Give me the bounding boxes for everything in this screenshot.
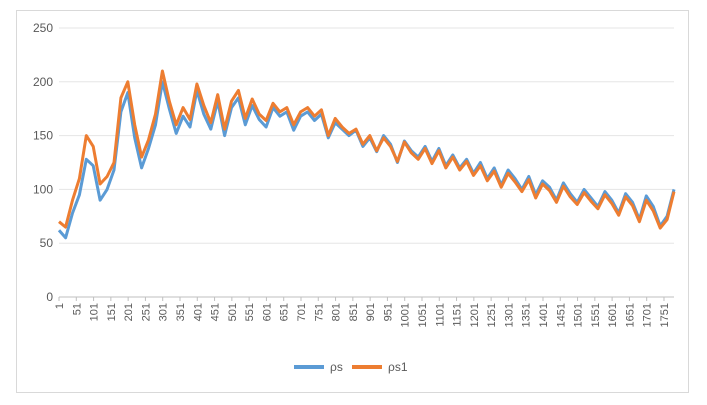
x-tick-label: 251 bbox=[140, 303, 152, 321]
x-tick-label: 1501 bbox=[573, 303, 585, 327]
x-tick-label: 1201 bbox=[469, 303, 481, 327]
x-tick-label: 951 bbox=[382, 303, 394, 321]
x-tick-label: 1601 bbox=[607, 303, 619, 327]
x-tick-label: 1251 bbox=[486, 303, 498, 327]
x-tick-label: 1701 bbox=[642, 303, 654, 327]
x-tick-label: 851 bbox=[348, 303, 360, 321]
x-tick-label: 501 bbox=[227, 303, 239, 321]
y-tick-label: 0 bbox=[46, 290, 53, 304]
x-tick-label: 1451 bbox=[555, 303, 567, 327]
x-tick-label: 1101 bbox=[434, 303, 446, 327]
x-tick-label: 551 bbox=[244, 303, 256, 321]
x-tick-label: 601 bbox=[261, 303, 273, 321]
x-tick-label: 1301 bbox=[503, 303, 515, 327]
y-tick-label: 200 bbox=[33, 75, 53, 89]
x-tick-label: 401 bbox=[192, 303, 204, 321]
x-tick-label: 151 bbox=[106, 303, 118, 321]
y-tick-label: 250 bbox=[33, 21, 53, 35]
x-tick-label: 1001 bbox=[400, 303, 412, 327]
x-tick-label: 701 bbox=[296, 303, 308, 321]
x-tick-label: 451 bbox=[210, 303, 222, 321]
x-tick-label: 1151 bbox=[452, 303, 464, 327]
y-tick-label: 50 bbox=[40, 236, 54, 250]
x-tick-label: 201 bbox=[123, 303, 135, 321]
series-line-rho-s bbox=[57, 80, 676, 240]
series-line-rho-s1 bbox=[58, 69, 676, 230]
x-tick-label: 1651 bbox=[624, 303, 636, 327]
x-tick-label: 351 bbox=[175, 303, 187, 321]
chart-frame: 0 50 100 150 200 250 1 51 101 151 201 251 301 351 401 4… bbox=[16, 10, 689, 393]
x-tick-label: 301 bbox=[158, 303, 170, 321]
x-tick-label: 1051 bbox=[417, 303, 429, 327]
y-tick-label: 100 bbox=[33, 182, 53, 196]
x-tick-label: 51 bbox=[71, 303, 83, 315]
x-tick-label: 901 bbox=[365, 303, 377, 321]
x-tick-label: 751 bbox=[313, 303, 325, 321]
x-tick-label: 1351 bbox=[521, 303, 533, 327]
x-tick-label: 1751 bbox=[659, 303, 671, 327]
x-tick-label: 1551 bbox=[590, 303, 602, 327]
x-tick-label: 651 bbox=[279, 303, 291, 321]
x-tick-label: 1 bbox=[54, 303, 66, 309]
x-tick-label: 801 bbox=[331, 303, 343, 321]
legend-label-rho-s: ρs bbox=[330, 360, 343, 374]
x-tick-label: 1401 bbox=[538, 303, 550, 327]
x-tick-label: 101 bbox=[89, 303, 101, 321]
legend-label-rho-s1: ρs1 bbox=[388, 360, 408, 374]
y-tick-label: 150 bbox=[33, 129, 53, 143]
